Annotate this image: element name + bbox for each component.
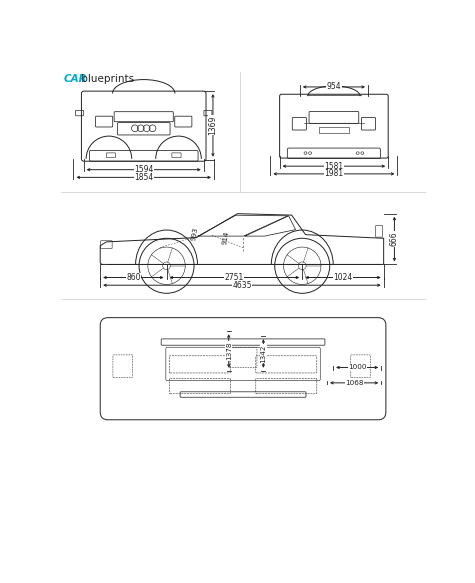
Text: 860: 860 <box>126 273 141 282</box>
Text: CAR: CAR <box>64 74 87 84</box>
Text: 914: 914 <box>222 231 230 245</box>
Text: 954: 954 <box>327 82 341 92</box>
Text: 1378: 1378 <box>226 342 232 360</box>
Text: 1342: 1342 <box>260 344 266 363</box>
Text: 1000: 1000 <box>348 364 366 370</box>
Text: 993: 993 <box>191 227 199 241</box>
Text: 666: 666 <box>390 231 399 247</box>
Text: 1594: 1594 <box>134 165 153 174</box>
Text: 1581: 1581 <box>324 161 343 171</box>
Text: 4635: 4635 <box>232 280 252 290</box>
Text: blueprints: blueprints <box>77 74 133 84</box>
Text: 2751: 2751 <box>225 273 244 282</box>
Text: 1068: 1068 <box>345 380 363 386</box>
Text: 1024: 1024 <box>333 273 352 282</box>
Text: 1854: 1854 <box>134 173 153 182</box>
Text: 1981: 1981 <box>324 170 343 178</box>
Text: 1369: 1369 <box>209 115 218 135</box>
